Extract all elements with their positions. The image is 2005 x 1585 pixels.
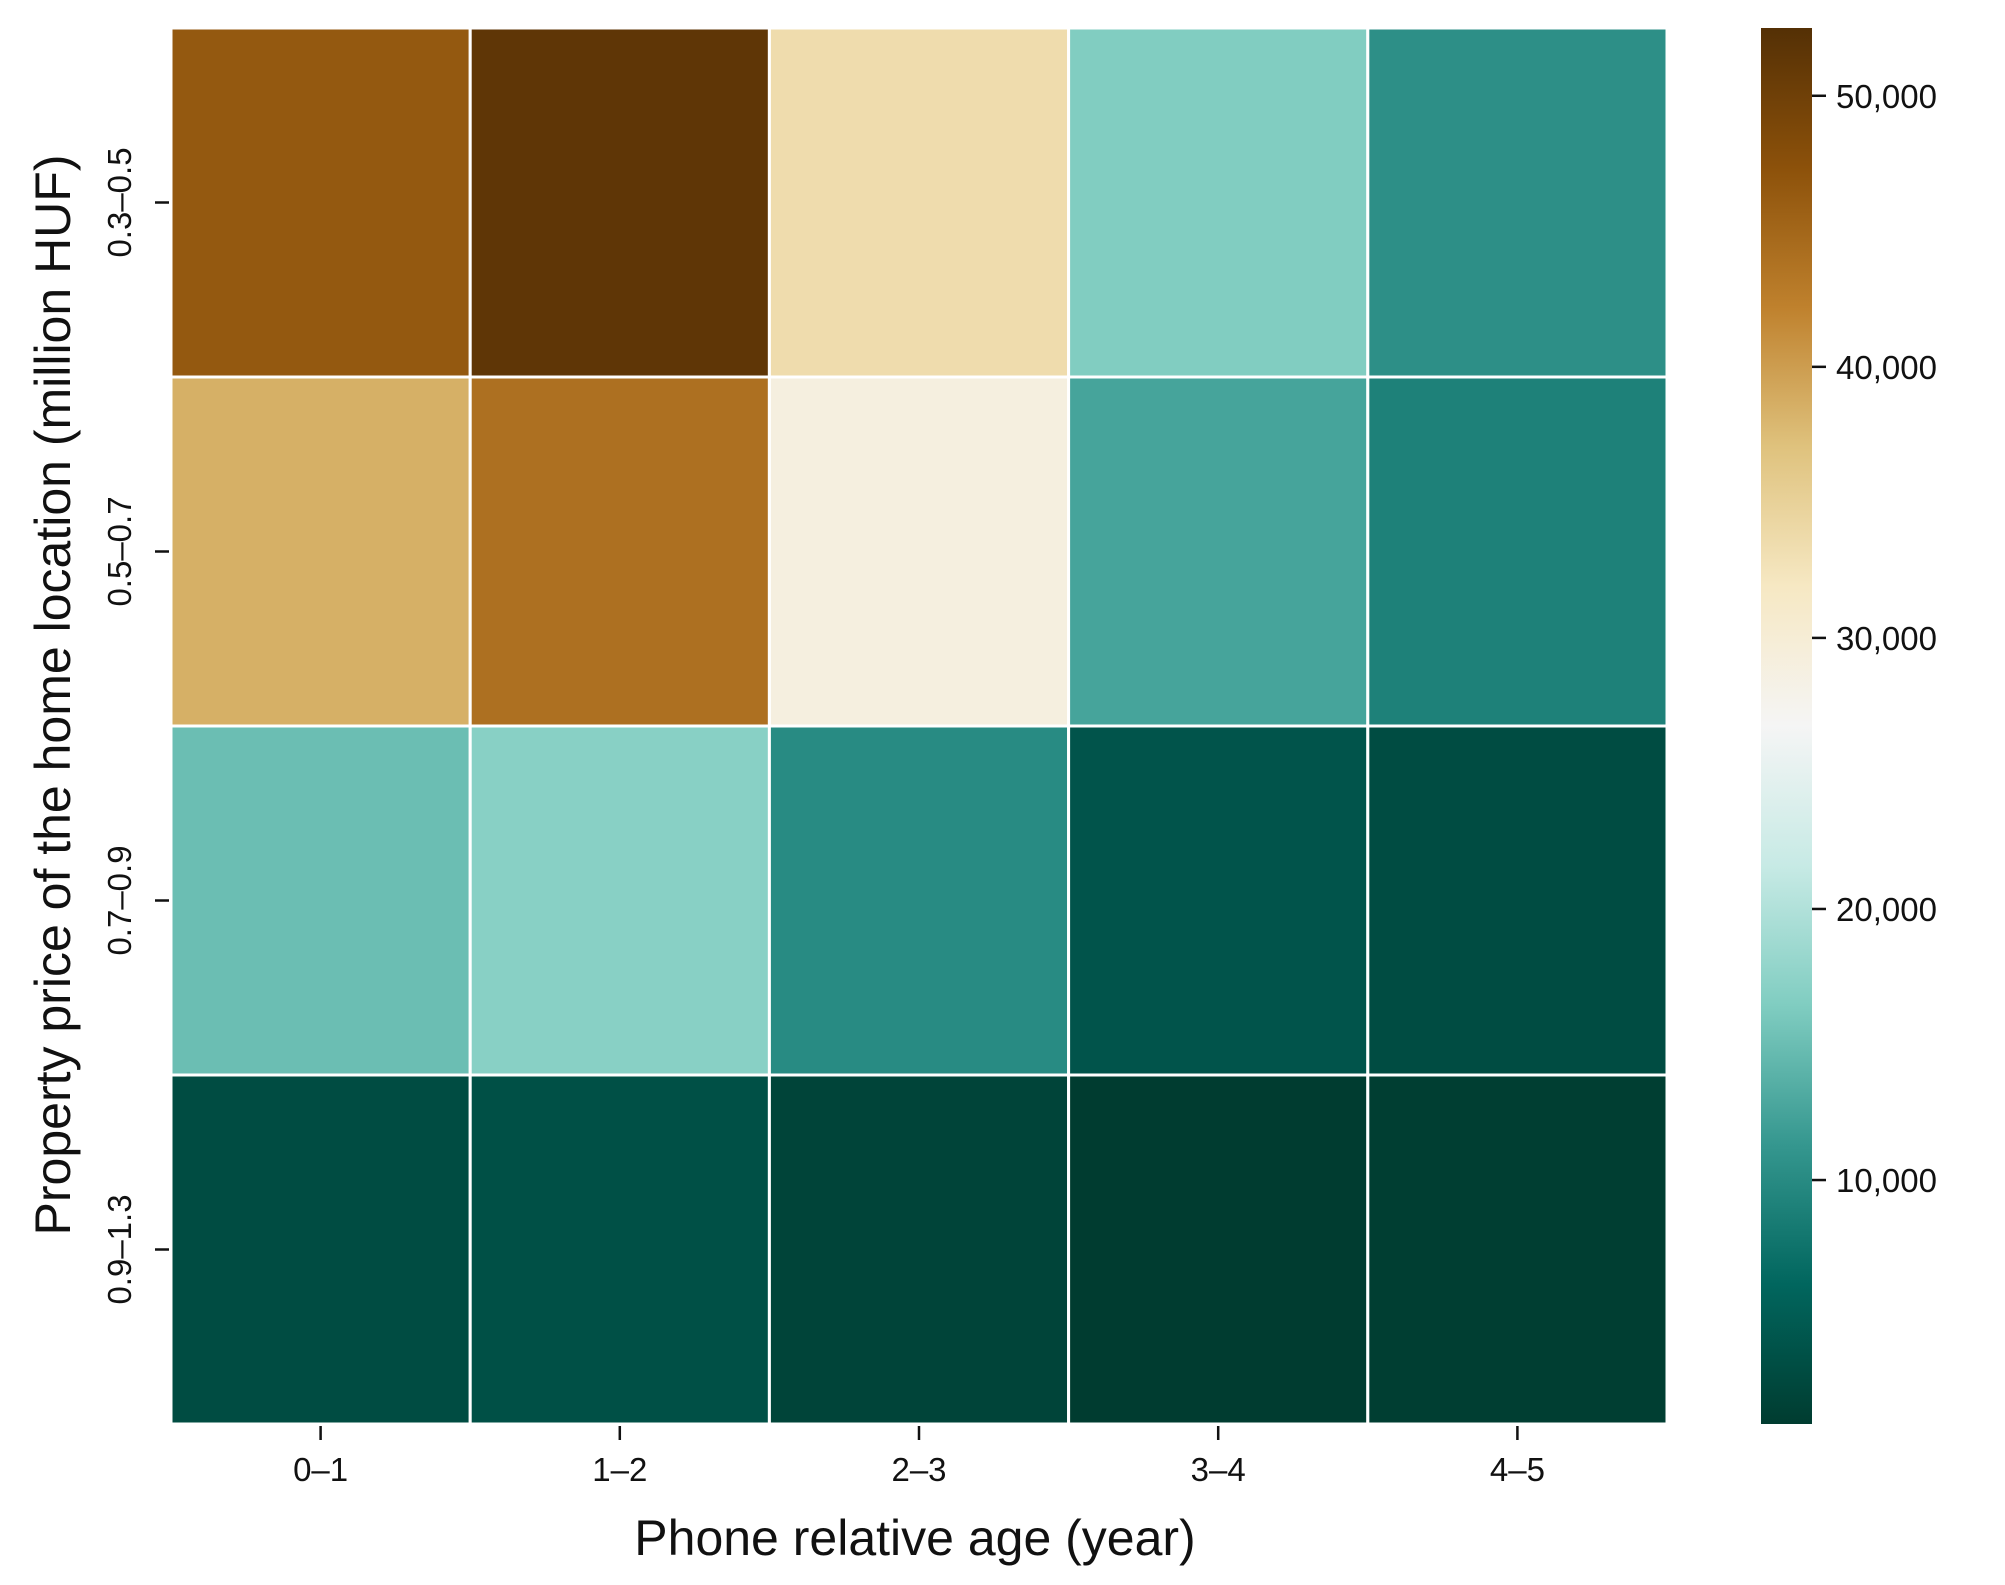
x-axis-ticks: 0–1 1–2 2–3 3–4 4–5 bbox=[293, 1426, 1545, 1488]
heatmap-cell bbox=[468, 724, 771, 1077]
heatmap-cell bbox=[1067, 724, 1370, 1077]
heatmap-cell bbox=[1366, 724, 1669, 1077]
heatmap-cell bbox=[767, 1073, 1071, 1426]
heatmap-cell bbox=[169, 724, 472, 1077]
colorbar bbox=[1761, 28, 1812, 1424]
colorbar-gradient bbox=[1761, 28, 1812, 1424]
heatmap-cell bbox=[1366, 375, 1669, 728]
heatmap-cell bbox=[1067, 26, 1370, 379]
heatmap-cell bbox=[468, 1073, 771, 1426]
y-tick-label: 0.5–0.7 bbox=[101, 496, 138, 606]
x-tick-label: 1–2 bbox=[592, 1451, 647, 1488]
colorbar-tick-label: 20,000 bbox=[1836, 891, 1937, 928]
heatmap-cells bbox=[169, 26, 1669, 1426]
colorbar-ticks: 10,000 20,000 30,000 40,000 50,000 bbox=[1812, 78, 1937, 1199]
x-tick-label: 3–4 bbox=[1191, 1451, 1246, 1488]
heatmap-cell bbox=[169, 375, 472, 728]
heatmap-cell bbox=[1067, 375, 1370, 728]
heatmap-cell bbox=[767, 724, 1071, 1077]
y-tick-label: 0.9–1.3 bbox=[101, 1194, 138, 1304]
heatmap-cell bbox=[1366, 26, 1669, 379]
x-tick-label: 4–5 bbox=[1490, 1451, 1545, 1488]
heatmap-cell bbox=[468, 26, 771, 379]
heatmap-cell bbox=[1067, 1073, 1370, 1426]
x-axis-label: Phone relative age (year) bbox=[634, 1510, 1195, 1566]
heatmap-cell bbox=[468, 375, 771, 728]
x-tick-label: 0–1 bbox=[293, 1451, 348, 1488]
y-tick-label: 0.7–0.9 bbox=[101, 845, 138, 955]
y-axis-ticks: 0.3–0.5 0.5–0.7 0.7–0.9 0.9–1.3 bbox=[101, 147, 169, 1305]
colorbar-tick-label: 30,000 bbox=[1836, 620, 1937, 657]
colorbar-tick-label: 40,000 bbox=[1836, 349, 1937, 386]
heatmap-cell bbox=[1366, 1073, 1669, 1426]
colorbar-tick-label: 50,000 bbox=[1836, 78, 1937, 115]
colorbar-tick-label: 10,000 bbox=[1836, 1162, 1937, 1199]
y-tick-label: 0.3–0.5 bbox=[101, 147, 138, 257]
heatmap-cell bbox=[169, 1073, 472, 1426]
y-axis-label: Property price of the home location (mil… bbox=[25, 155, 81, 1236]
heatmap-cell bbox=[767, 375, 1071, 728]
x-tick-label: 2–3 bbox=[891, 1451, 946, 1488]
heatmap-cell bbox=[169, 26, 472, 379]
heatmap-cell bbox=[767, 26, 1071, 379]
